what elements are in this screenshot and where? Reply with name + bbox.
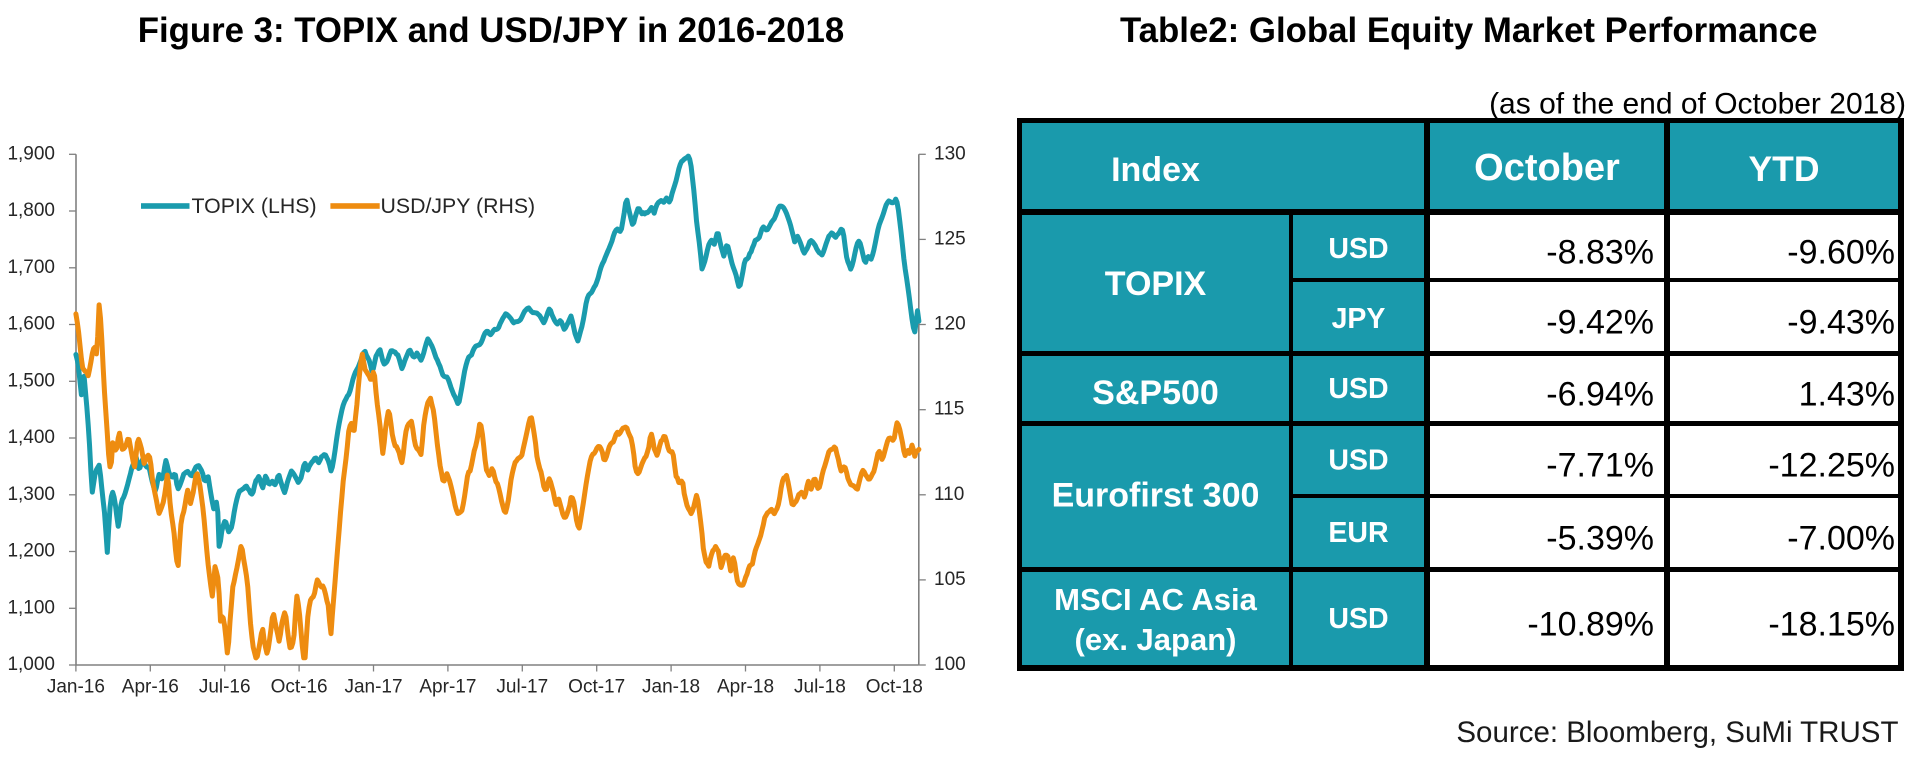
svg-text:-12.25%: -12.25%: [1768, 447, 1895, 485]
svg-text:1,200: 1,200: [7, 541, 55, 562]
svg-text:USD: USD: [1328, 373, 1388, 405]
svg-text:1,700: 1,700: [7, 257, 55, 278]
svg-text:USD: USD: [1328, 233, 1388, 265]
svg-text:Figure 3: TOPIX and USD/JPY in: Figure 3: TOPIX and USD/JPY in 2016-2018: [138, 11, 845, 50]
svg-text:TOPIX (LHS): TOPIX (LHS): [192, 194, 317, 218]
svg-text:(ex. Japan): (ex. Japan): [1075, 622, 1237, 657]
svg-text:YTD: YTD: [1749, 149, 1820, 189]
svg-text:Jul-18: Jul-18: [794, 677, 846, 698]
svg-text:JPY: JPY: [1332, 303, 1386, 335]
svg-text:1,000: 1,000: [7, 654, 55, 675]
svg-text:1,600: 1,600: [7, 314, 55, 335]
svg-text:125: 125: [934, 228, 966, 249]
svg-text:110: 110: [934, 484, 964, 505]
svg-text:Apr-17: Apr-17: [419, 677, 476, 698]
svg-text:115: 115: [934, 399, 964, 420]
svg-text:S&P500: S&P500: [1092, 374, 1219, 412]
svg-text:Table2: Global Equity Market P: Table2: Global Equity Market Performance: [1120, 11, 1817, 50]
svg-text:1,300: 1,300: [7, 484, 55, 505]
svg-text:Oct-17: Oct-17: [568, 677, 625, 698]
svg-text:(as of the end of October 2018: (as of the end of October 2018): [1489, 88, 1906, 121]
svg-text:120: 120: [934, 314, 966, 335]
svg-text:-10.89%: -10.89%: [1527, 606, 1654, 644]
svg-text:Apr-16: Apr-16: [122, 677, 179, 698]
svg-text:Jan-17: Jan-17: [344, 677, 402, 698]
svg-text:-18.15%: -18.15%: [1768, 606, 1895, 644]
svg-text:-5.39%: -5.39%: [1546, 520, 1654, 558]
svg-text:Index: Index: [1111, 151, 1200, 189]
svg-text:USD/JPY (RHS): USD/JPY (RHS): [381, 194, 536, 218]
svg-text:1,800: 1,800: [7, 200, 55, 221]
svg-text:-7.71%: -7.71%: [1546, 447, 1654, 485]
svg-text:-9.60%: -9.60%: [1787, 234, 1895, 272]
svg-text:1,500: 1,500: [7, 370, 55, 391]
svg-text:Oct-18: Oct-18: [866, 677, 923, 698]
svg-text:130: 130: [934, 143, 966, 164]
svg-text:Oct-16: Oct-16: [271, 677, 328, 698]
svg-text:MSCI AC Asia: MSCI AC Asia: [1054, 582, 1257, 617]
svg-text:EUR: EUR: [1328, 517, 1388, 549]
svg-text:-7.00%: -7.00%: [1787, 520, 1895, 558]
svg-text:1,900: 1,900: [7, 143, 55, 164]
svg-text:USD: USD: [1328, 603, 1388, 635]
svg-text:Jul-16: Jul-16: [199, 677, 251, 698]
svg-text:TOPIX: TOPIX: [1105, 265, 1207, 303]
svg-text:1.43%: 1.43%: [1799, 376, 1895, 414]
svg-text:100: 100: [934, 654, 966, 675]
svg-text:Jul-17: Jul-17: [496, 677, 548, 698]
svg-text:Jan-16: Jan-16: [47, 677, 105, 698]
svg-text:Eurofirst 300: Eurofirst 300: [1052, 477, 1260, 515]
svg-text:Source: Bloomberg, SuMi TRUST: Source: Bloomberg, SuMi TRUST: [1456, 716, 1898, 749]
svg-text:-9.42%: -9.42%: [1546, 304, 1654, 342]
svg-text:-9.43%: -9.43%: [1787, 304, 1895, 342]
svg-text:1,100: 1,100: [7, 597, 55, 618]
svg-text:-8.83%: -8.83%: [1546, 234, 1654, 272]
svg-text:USD: USD: [1328, 445, 1388, 477]
svg-text:October: October: [1474, 147, 1620, 189]
svg-text:Apr-18: Apr-18: [717, 677, 774, 698]
svg-text:105: 105: [934, 569, 966, 590]
svg-text:1,400: 1,400: [7, 427, 55, 448]
svg-text:Jan-18: Jan-18: [642, 677, 700, 698]
svg-text:-6.94%: -6.94%: [1546, 376, 1654, 414]
